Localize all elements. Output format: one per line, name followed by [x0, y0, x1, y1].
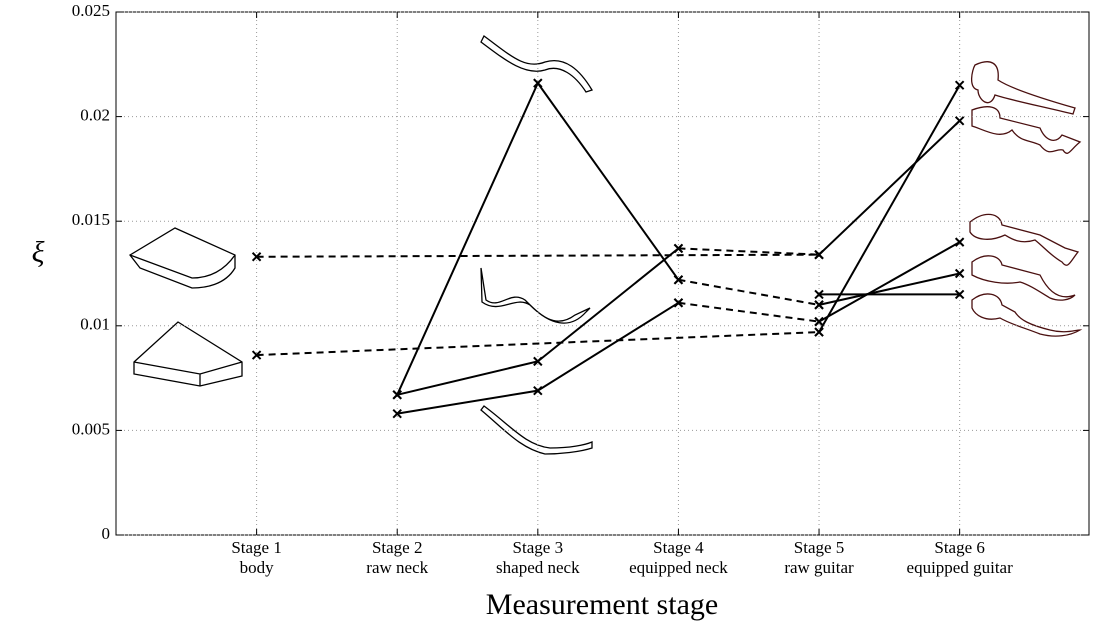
marker	[533, 356, 543, 367]
marker	[814, 300, 824, 310]
x-tick-label: Stage 2	[372, 538, 423, 557]
series-line	[818, 84, 961, 333]
series-line	[678, 278, 820, 306]
series-line	[678, 301, 820, 323]
x-tick-sublabel: raw neck	[366, 558, 428, 577]
part-icons	[129, 35, 1083, 455]
marker	[673, 275, 684, 285]
marker	[814, 316, 824, 327]
plot-frame	[115, 11, 1090, 536]
x-tick-label: Stage 1	[231, 538, 282, 557]
series-line	[678, 247, 820, 256]
series-line	[256, 331, 820, 357]
x-tick-sublabel: equipped guitar	[907, 558, 1014, 577]
marker	[251, 350, 262, 360]
x-tick-label: Stage 3	[513, 538, 564, 557]
x-tick-sublabel: shaped neck	[496, 558, 580, 577]
marker	[954, 289, 965, 300]
y-tick-label: 0.01	[80, 315, 110, 334]
marker	[814, 289, 824, 300]
series-line	[818, 120, 961, 256]
x-tick-label: Stage 4	[653, 538, 704, 557]
series-line	[818, 272, 960, 306]
series-line	[256, 253, 820, 258]
y-tick-label: 0.015	[72, 210, 110, 229]
y-tick-label: 0.02	[80, 106, 110, 125]
marker	[814, 249, 824, 260]
y-tick-label: 0	[102, 524, 111, 543]
x-tick-sublabel: equipped neck	[629, 558, 728, 577]
series-line	[397, 301, 679, 415]
y-tick-label: 0.025	[72, 1, 110, 20]
x-tick-label: Stage 5	[794, 538, 845, 557]
marker	[673, 298, 684, 308]
y-tick-label: 0.005	[72, 419, 110, 438]
series-line	[818, 241, 961, 323]
x-tick-label: Stage 6	[934, 538, 985, 557]
x-axis-label: Measurement stage	[486, 588, 718, 621]
marker	[533, 78, 543, 88]
x-tick-sublabel: body	[240, 558, 275, 577]
y-axis-label: ξ	[32, 236, 45, 269]
marker	[392, 408, 402, 419]
marker	[251, 252, 262, 262]
marker	[533, 385, 543, 396]
marker	[673, 243, 684, 254]
marker	[954, 268, 965, 279]
marker	[954, 80, 965, 90]
x-tick-sublabel: raw guitar	[784, 558, 854, 577]
marker	[392, 390, 402, 400]
marker	[954, 237, 965, 247]
marker	[954, 116, 965, 126]
marker	[814, 327, 824, 337]
